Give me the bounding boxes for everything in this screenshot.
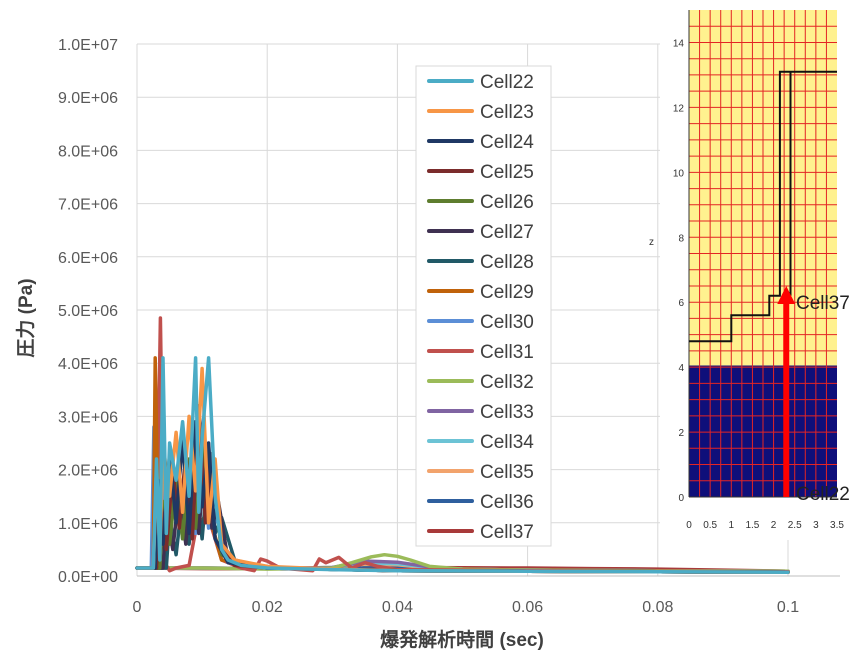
inset-y-tick-label: 4: [678, 363, 684, 374]
legend-label: Cell29: [480, 282, 534, 303]
inset-x-tick-label: 3.5: [830, 520, 844, 531]
inset-grid: [689, 10, 837, 497]
legend-label: Cell37: [480, 522, 534, 543]
y-tick-label: 6.0E+06: [58, 250, 118, 267]
legend-label: Cell36: [480, 492, 534, 513]
series-lines: [135, 316, 790, 575]
legend-label: Cell33: [480, 402, 534, 423]
legend: Cell22 Cell23 Cell24 Cell25 Cell26 Cell27 Cell…: [415, 65, 552, 547]
y-tick-label: 8.0E+06: [58, 143, 118, 160]
legend-label: Cell26: [480, 192, 534, 213]
inset-z-axis-label: z: [649, 237, 654, 248]
y-tick-label: 2.0E+06: [58, 463, 118, 480]
inset-y-tick-label: 6: [678, 298, 684, 309]
y-tick-label: 1.0E+07: [58, 37, 118, 54]
inset-y-tick-label: 0: [678, 493, 684, 504]
y-tick-label: 4.0E+06: [58, 356, 118, 373]
inset-y-tick-label: 10: [673, 168, 685, 179]
y-tick-label: 5.0E+06: [58, 303, 118, 320]
inset-y-tick-label: 2: [678, 428, 684, 439]
y-tick-label: 7.0E+06: [58, 197, 118, 214]
inset-boundary-outline: [689, 70, 837, 343]
legend-label: Cell23: [480, 102, 534, 123]
inset-x-tick-label: 1.5: [745, 520, 759, 531]
inset-y-tick-label: 8: [678, 233, 684, 244]
legend-label: Cell35: [480, 462, 534, 483]
inset-label-top: Cell37: [796, 293, 850, 314]
legend-label: Cell24: [480, 132, 534, 153]
inset-x-tick-label: 1: [729, 520, 735, 531]
x-tick-label: 0.1: [777, 599, 799, 616]
y-tick-label: 1.0E+06: [58, 516, 118, 533]
inset-y-tick-label: 12: [673, 103, 685, 114]
inset-arrow-head: [777, 285, 796, 304]
inset-x-tick-label: 3: [813, 520, 819, 531]
inset-x-tick-label: 0: [686, 520, 692, 531]
legend-label: Cell30: [480, 312, 534, 333]
x-tick-label: 0.02: [252, 599, 283, 616]
inset-y-tick-label: 14: [673, 38, 685, 49]
legend-label: Cell34: [480, 432, 534, 453]
legend-label: Cell28: [480, 252, 534, 273]
x-axis-title: 爆発解析時間 (sec): [380, 628, 544, 651]
y-tick-label: 9.0E+06: [58, 90, 118, 107]
legend-label: Cell32: [480, 372, 534, 393]
y-tick-label: 3.0E+06: [58, 409, 118, 426]
x-tick-label: 0: [133, 599, 142, 616]
legend-box: [415, 65, 552, 547]
inset-x-tick-label: 0.5: [703, 520, 717, 531]
x-tick-label: 0.06: [512, 599, 543, 616]
y-tick-label: 0.0E+00: [58, 569, 118, 586]
y-axis-title: 圧力 (Pa): [14, 278, 37, 357]
x-tick-label: 0.08: [642, 599, 673, 616]
series-line-cell22: [135, 356, 790, 575]
inset-label-bottom: Cell22: [796, 484, 850, 505]
legend-label: Cell27: [480, 222, 534, 243]
legend-label: Cell25: [480, 162, 534, 183]
x-tick-label: 0.04: [382, 599, 413, 616]
inset-x-tick-label: 2.5: [788, 520, 802, 531]
inset-diagram: 0 2 4 6 8 10 12 14 0 0.5 1 1.5 2 2.5 3 3.5 z Cell37 Cell22: [649, 2, 863, 540]
legend-label: Cell31: [480, 342, 534, 363]
legend-label: Cell22: [480, 72, 534, 93]
inset-x-tick-label: 2: [771, 520, 777, 531]
